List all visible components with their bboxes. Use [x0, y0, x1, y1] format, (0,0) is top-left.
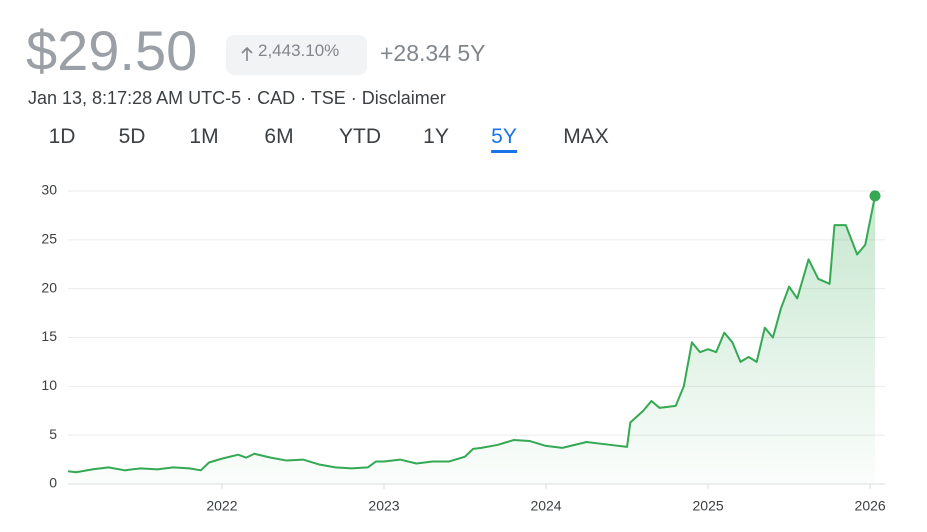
change: +28.34	[380, 40, 451, 66]
x-tick-label: 2026	[855, 498, 886, 514]
range-tab[interactable]: 5Y	[491, 125, 517, 153]
y-tick-label: 15	[41, 328, 57, 344]
x-tick-label: 2025	[693, 498, 724, 514]
area	[68, 195, 875, 484]
change-percent: 2,443.10%	[258, 41, 340, 60]
y-tick-label: 0	[49, 475, 57, 491]
up-arrow	[241, 46, 253, 61]
meta: Jan 13, 8:17:28 AM UTC-5 · CAD · TSE · D…	[28, 88, 446, 108]
y-tick-label: 5	[49, 426, 57, 442]
y-tick-label: 10	[41, 377, 57, 393]
range-tab[interactable]: 1D	[48, 125, 76, 148]
range-tab[interactable]: MAX	[563, 125, 609, 148]
range-tab[interactable]: 1M	[189, 125, 219, 148]
x-tick-label: 2023	[368, 498, 399, 514]
last-point	[869, 190, 881, 202]
change-badge: 2,443.10%	[226, 35, 367, 75]
price: $29.50	[26, 19, 198, 82]
range-tab[interactable]: YTD	[339, 125, 381, 148]
range-tab[interactable]: 6M	[264, 125, 294, 148]
x-tick-label: 2022	[206, 498, 237, 514]
change-line: +28.34 5Y	[380, 40, 486, 67]
range-tab[interactable]: 1Y	[423, 125, 449, 148]
period: 5Y	[457, 40, 486, 66]
price-line	[67, 195, 876, 474]
range-tab[interactable]: 5D	[118, 125, 146, 148]
y-tick-label: 25	[41, 231, 57, 247]
y-tick-label: 20	[41, 279, 57, 295]
x-tick-label: 2024	[530, 498, 561, 514]
y-tick-label: 30	[41, 182, 57, 198]
